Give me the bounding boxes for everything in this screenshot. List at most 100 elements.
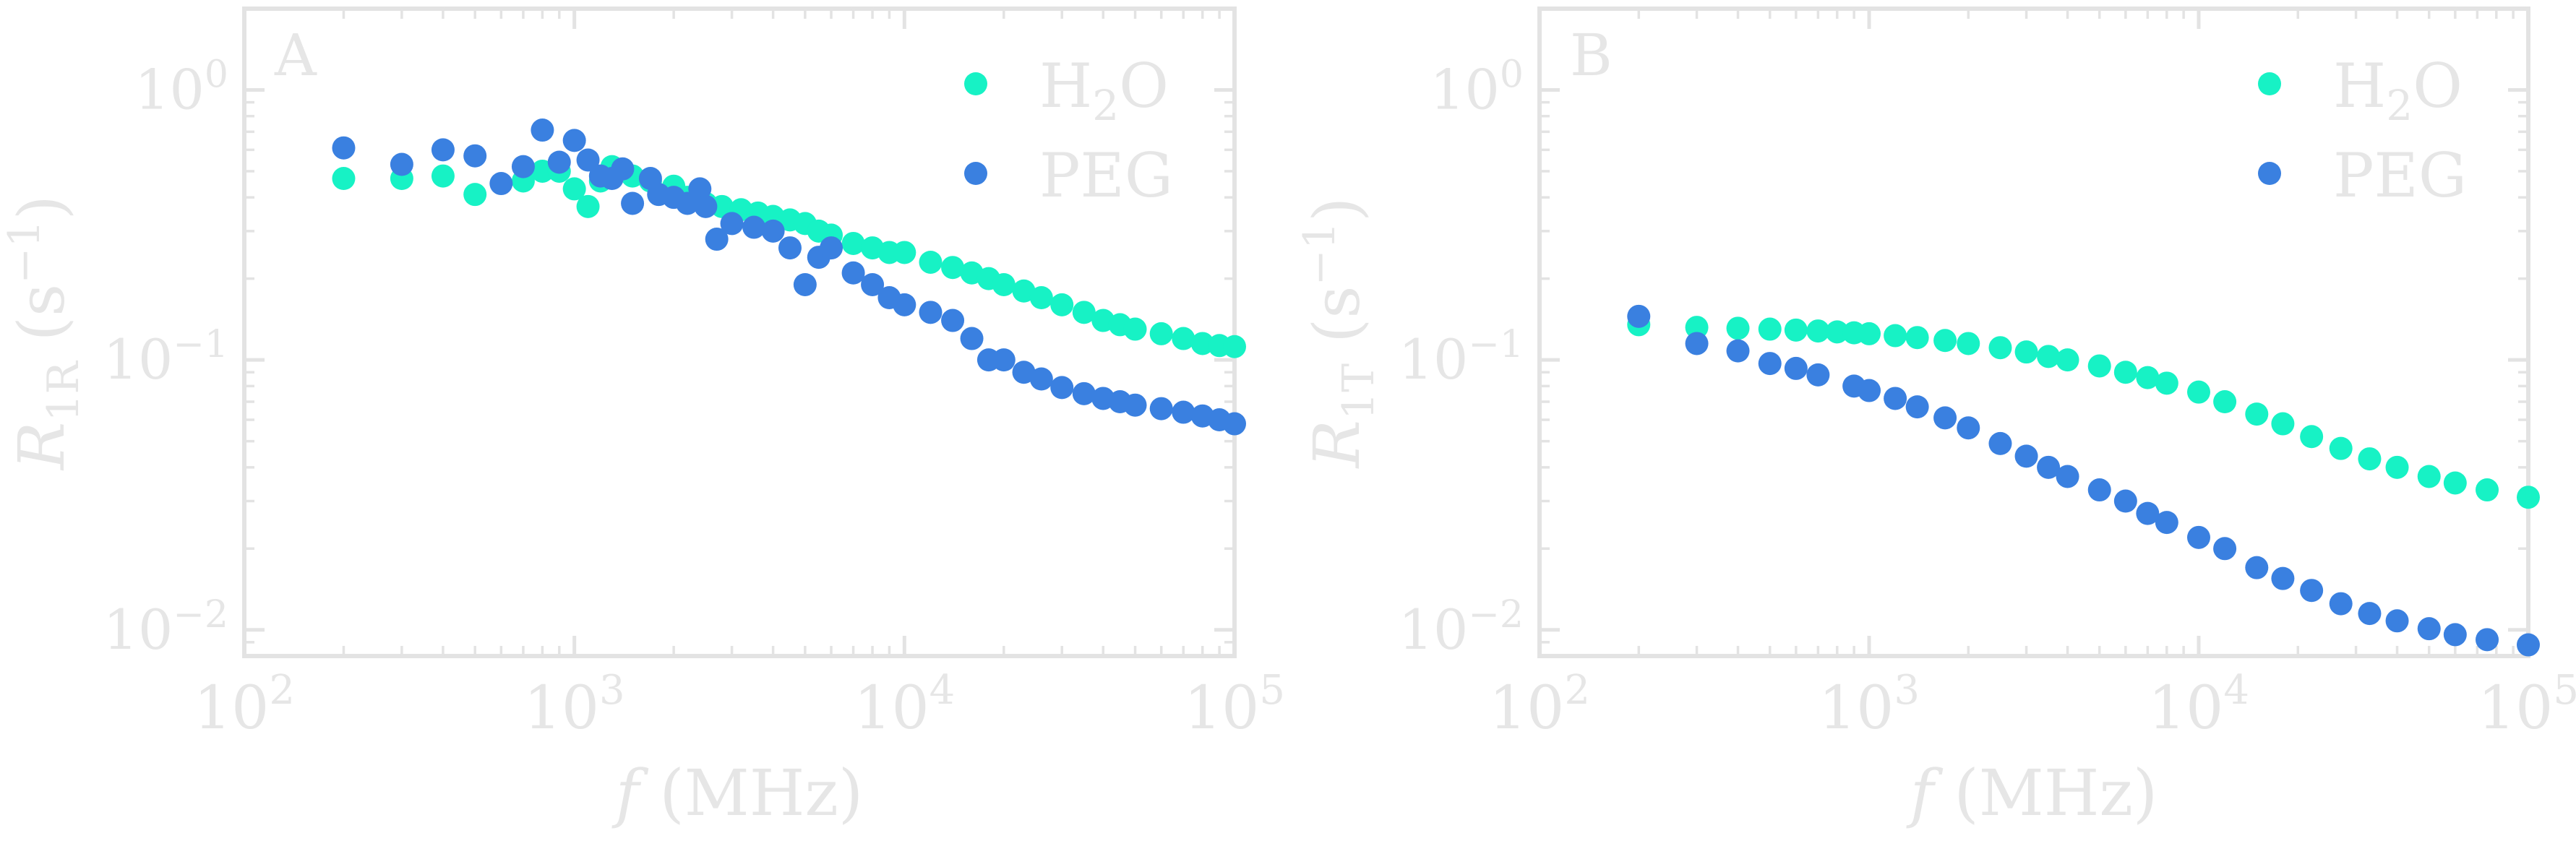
- data-point: [893, 293, 916, 316]
- data-point: [431, 164, 455, 188]
- data-point: [893, 241, 916, 264]
- data-point: [2014, 444, 2038, 468]
- data-point: [1627, 304, 1651, 328]
- x-tick-label: 105: [2478, 667, 2576, 743]
- legend-marker: [2258, 72, 2281, 95]
- data-point: [1884, 387, 1907, 410]
- data-point: [1050, 376, 1074, 400]
- chart-panel-a: 102 103 104 105 100 10−1 10−2 f (MHz) R1R (s−1) A…: [0, 7, 1285, 830]
- data-point: [2037, 455, 2061, 479]
- data-point: [919, 250, 943, 274]
- y-tick-label: 10−2: [1399, 593, 1524, 662]
- data-point: [2443, 623, 2467, 647]
- data-point: [2517, 486, 2540, 509]
- data-point: [1784, 356, 1808, 380]
- y-tick-label: 10−1: [1399, 323, 1524, 392]
- legend-marker: [964, 72, 987, 95]
- data-point: [1758, 317, 1782, 341]
- data-point: [2476, 478, 2499, 502]
- data-point: [1726, 339, 1750, 363]
- data-point: [1223, 335, 1246, 358]
- chart-panel-b: 102 103 104 105 100 10−1 10−2 f (MHz) R1T (s−1) B…: [1295, 7, 2576, 830]
- data-point: [531, 159, 554, 183]
- y-axis-label: R1T (s−1): [1295, 197, 1384, 470]
- data-point: [778, 236, 802, 260]
- data-point: [919, 301, 943, 324]
- data-point: [2385, 609, 2409, 633]
- x-tick-label: 102: [1489, 667, 1590, 743]
- data-point: [431, 138, 455, 162]
- data-point: [1825, 320, 1849, 344]
- data-point: [2476, 628, 2499, 652]
- data-point: [2245, 402, 2269, 426]
- panel-label: A: [274, 22, 317, 89]
- x-tick-label: 104: [2148, 667, 2249, 743]
- data-point: [1223, 412, 1246, 436]
- data-point: [2136, 501, 2160, 525]
- legend-entry-peg: PEG: [964, 140, 1173, 211]
- data-point: [992, 348, 1016, 372]
- x-tick-label: 103: [1819, 667, 1920, 743]
- data-point: [720, 212, 744, 236]
- data-point: [576, 194, 600, 218]
- data-point: [1190, 332, 1214, 355]
- data-point: [463, 144, 487, 168]
- x-tick-label: 103: [524, 667, 625, 743]
- data-point: [2155, 371, 2178, 395]
- data-point: [611, 157, 635, 181]
- data-point: [2245, 556, 2269, 579]
- data-point: [2056, 348, 2079, 372]
- data-point: [1806, 319, 1830, 343]
- data-point: [1149, 322, 1173, 345]
- data-point: [2358, 447, 2382, 471]
- data-point: [2213, 390, 2237, 414]
- data-point: [1858, 379, 1881, 402]
- y-tick-label: 10−1: [103, 323, 228, 392]
- legend-marker: [2258, 162, 2281, 185]
- data-point: [1149, 397, 1173, 420]
- plot-frame: [1537, 7, 2530, 658]
- data-point: [1905, 395, 1929, 419]
- data-point: [390, 152, 413, 176]
- data-point: [2443, 471, 2467, 495]
- series-peg: [1627, 304, 2540, 657]
- data-point: [562, 177, 586, 201]
- data-point: [1012, 361, 1036, 384]
- data-point: [2517, 633, 2540, 657]
- data-point: [562, 129, 586, 152]
- data-point: [1123, 393, 1147, 417]
- data-point: [2087, 354, 2111, 378]
- series-h2o: [1627, 313, 2540, 509]
- data-point: [1957, 416, 1980, 440]
- data-point: [1029, 286, 1053, 310]
- data-point: [2300, 579, 2324, 603]
- data-point: [2385, 455, 2409, 479]
- data-point: [1072, 301, 1096, 324]
- data-point: [1685, 316, 1709, 340]
- data-point: [1029, 367, 1053, 391]
- legend-entry-h2o: H2O: [2258, 51, 2463, 130]
- data-point: [2037, 345, 2061, 368]
- data-point: [2136, 366, 2160, 389]
- legend-label: H2O: [1039, 51, 1169, 130]
- data-point: [1988, 336, 2012, 360]
- data-point: [1685, 332, 1709, 355]
- plot-frame: [242, 7, 1237, 658]
- data-point: [2113, 489, 2137, 513]
- x-axis-label: f (MHz): [1906, 756, 2158, 830]
- data-point: [531, 118, 554, 142]
- data-point: [2358, 602, 2382, 626]
- data-point: [1758, 352, 1782, 376]
- legend-entry-h2o: H2O: [964, 51, 1169, 130]
- data-point: [489, 172, 513, 196]
- data-point: [2329, 436, 2353, 460]
- data-point: [547, 150, 571, 174]
- data-point: [1933, 329, 1957, 353]
- data-point: [1172, 400, 1195, 424]
- panel-label: B: [1570, 22, 1613, 89]
- legend-label: H2O: [2333, 51, 2463, 130]
- data-point: [1123, 317, 1147, 341]
- data-point: [2417, 465, 2441, 488]
- data-point: [2113, 361, 2137, 384]
